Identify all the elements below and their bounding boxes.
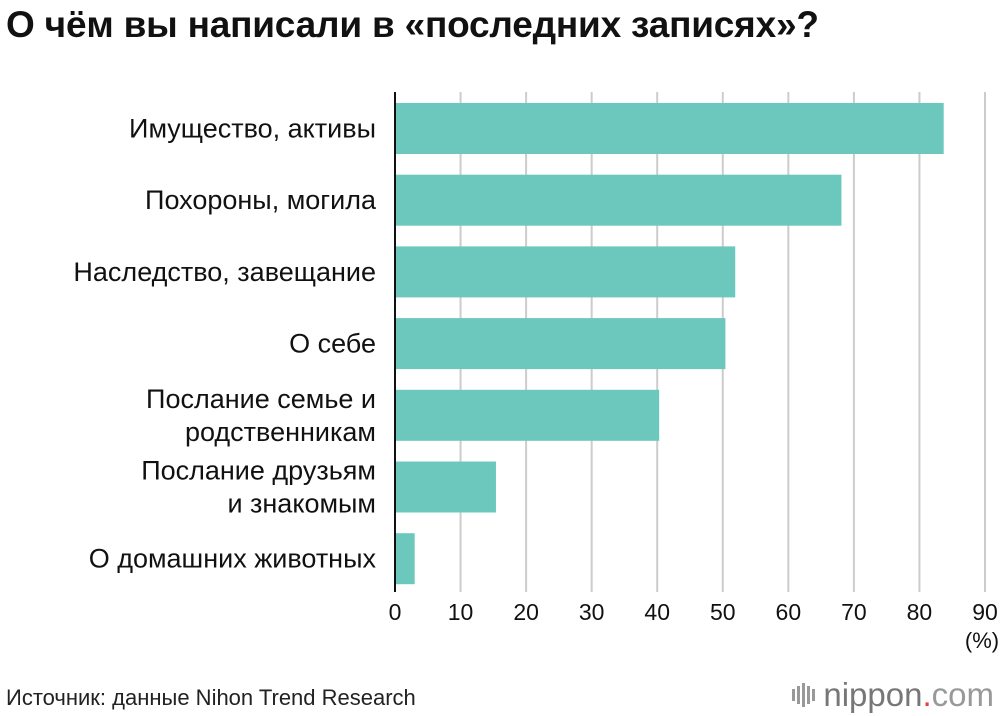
bar xyxy=(395,246,736,298)
nippon-logo: nippon. com xyxy=(792,676,994,714)
x-tick-label: 0 xyxy=(389,599,402,625)
category-label: Наследство, завещание xyxy=(73,257,376,287)
category-label: родственникам xyxy=(185,417,376,447)
logo-bars-icon xyxy=(792,683,816,707)
x-tick-label: 90 xyxy=(972,599,998,625)
x-tick-label: 70 xyxy=(841,599,867,625)
unit-label: (%) xyxy=(965,628,999,653)
x-tick-label: 20 xyxy=(513,599,539,625)
bar xyxy=(395,103,944,154)
logo-tld: com xyxy=(931,676,994,713)
logo-name: nippon xyxy=(823,676,923,713)
category-label: О домашних животных xyxy=(89,544,377,574)
x-tick-label: 40 xyxy=(644,599,670,625)
source-note: Источник: данные Nihon Trend Research xyxy=(6,685,416,710)
category-label: Похороны, могила xyxy=(145,185,377,215)
category-label: Послание друзьям xyxy=(141,456,376,486)
x-tick-label: 10 xyxy=(448,599,474,625)
bar xyxy=(395,174,842,226)
category-label: О себе xyxy=(289,329,376,359)
bar xyxy=(395,461,496,513)
bar xyxy=(395,389,660,441)
bar xyxy=(395,533,415,585)
logo-dot: . xyxy=(922,676,932,713)
category-label: Имущество, активы xyxy=(129,114,376,144)
category-label: Послание семье и xyxy=(146,384,376,414)
x-tick-label: 60 xyxy=(776,599,802,625)
chart-title: О чём вы написали в «последних записях»? xyxy=(6,4,819,45)
category-label: и знакомым xyxy=(227,489,376,519)
bar xyxy=(395,318,726,370)
x-tick-label: 30 xyxy=(579,599,605,625)
x-tick-label: 80 xyxy=(907,599,933,625)
x-tick-label: 50 xyxy=(710,599,736,625)
